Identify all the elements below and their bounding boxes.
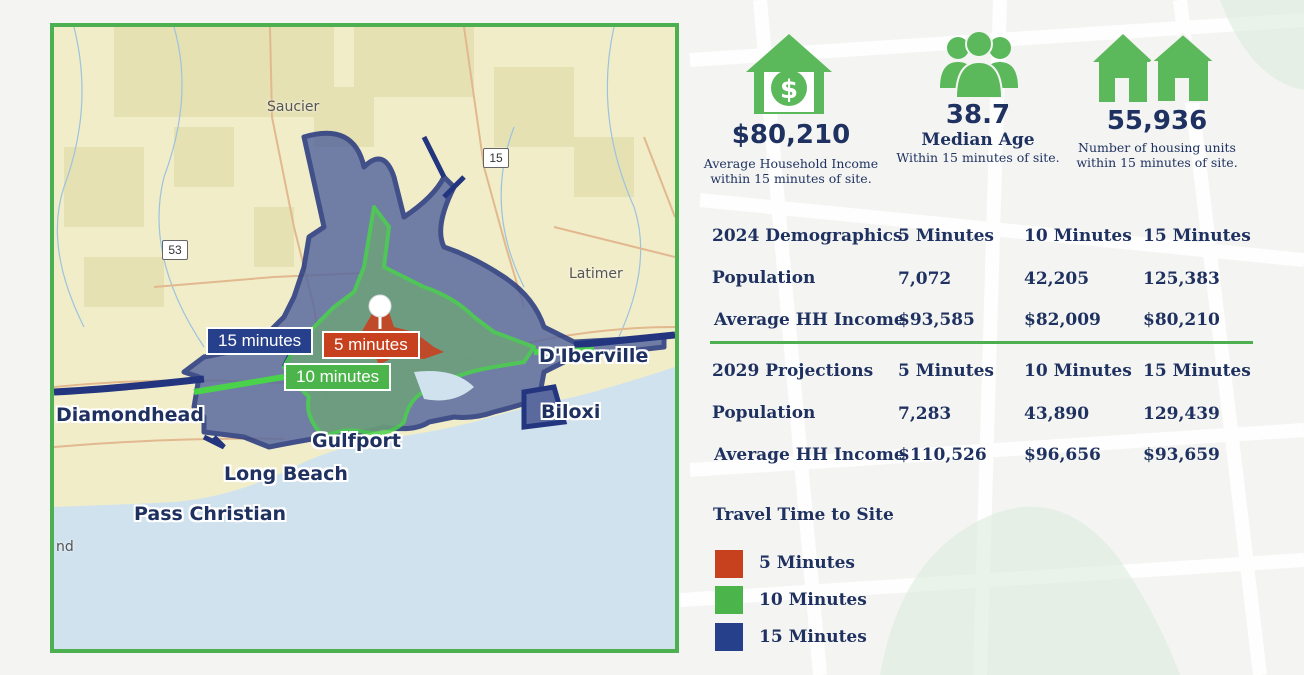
map-label-latimer: Latimer — [569, 266, 623, 282]
stat-age-desc: Within 15 minutes of site. — [896, 150, 1060, 165]
table-2024-row-population-10min: 42,205 — [1024, 269, 1090, 289]
map-label-saucier: Saucier — [267, 99, 320, 115]
site-marker[interactable] — [368, 294, 392, 318]
map-badge-15-minutes: 15 minutes — [206, 327, 314, 355]
stat-age-value: 38.7 — [945, 100, 1011, 130]
table-2029-row-income-15min: $93,659 — [1143, 445, 1220, 465]
table-2029-row-income-label: Average HH Income — [714, 445, 905, 465]
map-badge-10-minutes: 10 minutes — [284, 363, 392, 391]
table-2029-row-population-10min: 43,890 — [1024, 404, 1090, 424]
houses-icon — [1093, 32, 1215, 103]
table-2029-row-income-5min: $110,526 — [898, 445, 987, 465]
table-divider — [710, 341, 1253, 344]
stat-age-label: Median Age — [921, 130, 1035, 150]
travel-time-map[interactable]: Saucier Latimer D'Iberville Diamondhead … — [50, 23, 679, 653]
stat-income-desc-2: within 15 minutes of site. — [710, 171, 872, 186]
house-dollar-icon: $ — [746, 34, 832, 114]
stat-average-household-income: $80,210 Average Household Income within … — [700, 120, 882, 186]
map-label-diberville: D'Iberville — [539, 345, 649, 367]
stat-housing-desc-1: Number of housing units — [1078, 140, 1236, 155]
table-2029-row-population-15min: 129,439 — [1143, 404, 1220, 424]
table-2024-header-5min: 5 Minutes — [898, 226, 994, 246]
legend-label-10-minutes: 10 Minutes — [759, 590, 867, 610]
table-2024-header-10min: 10 Minutes — [1024, 226, 1132, 246]
table-2024-row-population-15min: 125,383 — [1143, 269, 1220, 289]
table-2029-row-population-label: Population — [712, 403, 816, 423]
legend-label-15-minutes: 15 Minutes — [759, 627, 867, 647]
table-2024-row-income-5min: $93,585 — [898, 310, 975, 330]
map-label-pass-christian: Pass Christian — [134, 503, 287, 525]
legend-label-5-minutes: 5 Minutes — [759, 553, 855, 573]
legend-swatch-5-minutes — [715, 550, 743, 578]
stat-income-desc-1: Average Household Income — [703, 156, 879, 171]
legend-title: Travel Time to Site — [713, 505, 894, 525]
highway-15-shield: 15 — [483, 148, 509, 168]
people-group-icon — [940, 30, 1018, 98]
stat-median-age: 38.7 Median Age Within 15 minutes of sit… — [890, 100, 1066, 165]
table-2029-row-income-10min: $96,656 — [1024, 445, 1101, 465]
table-2024-row-income-label: Average HH Income — [714, 310, 905, 330]
table-2029-header-15min: 15 Minutes — [1143, 361, 1251, 381]
table-2024-row-income-15min: $80,210 — [1143, 310, 1220, 330]
stat-housing-units: 55,936 Number of housing units within 15… — [1070, 106, 1244, 170]
map-label-diamondhead: Diamondhead — [56, 404, 204, 426]
map-canvas — [54, 27, 675, 507]
table-2029-header-title: 2029 Projections — [712, 361, 874, 381]
map-label-gulfport: Gulfport — [312, 430, 402, 452]
table-2024-row-income-10min: $82,009 — [1024, 310, 1101, 330]
table-2029-header-10min: 10 Minutes — [1024, 361, 1132, 381]
stat-housing-desc-2: within 15 minutes of site. — [1076, 155, 1238, 170]
stat-income-value: $80,210 — [731, 120, 851, 150]
stat-housing-value: 55,936 — [1106, 106, 1208, 136]
table-2029-row-population-5min: 7,283 — [898, 404, 952, 424]
map-badge-5-minutes: 5 minutes — [322, 331, 420, 359]
table-2024-header-15min: 15 Minutes — [1143, 226, 1251, 246]
map-label-long-beach: Long Beach — [224, 463, 348, 485]
table-2024-row-population-5min: 7,072 — [898, 269, 952, 289]
svg-text:$: $ — [780, 75, 798, 105]
legend-swatch-10-minutes — [715, 586, 743, 614]
map-label-biloxi: Biloxi — [541, 401, 601, 423]
legend-swatch-15-minutes — [715, 623, 743, 651]
table-2024-row-population-label: Population — [712, 268, 816, 288]
highway-53-shield: 53 — [162, 240, 188, 260]
table-2024-header-title: 2024 Demographics — [712, 226, 903, 246]
map-label-partial: nd — [56, 539, 74, 555]
table-2029-header-5min: 5 Minutes — [898, 361, 994, 381]
